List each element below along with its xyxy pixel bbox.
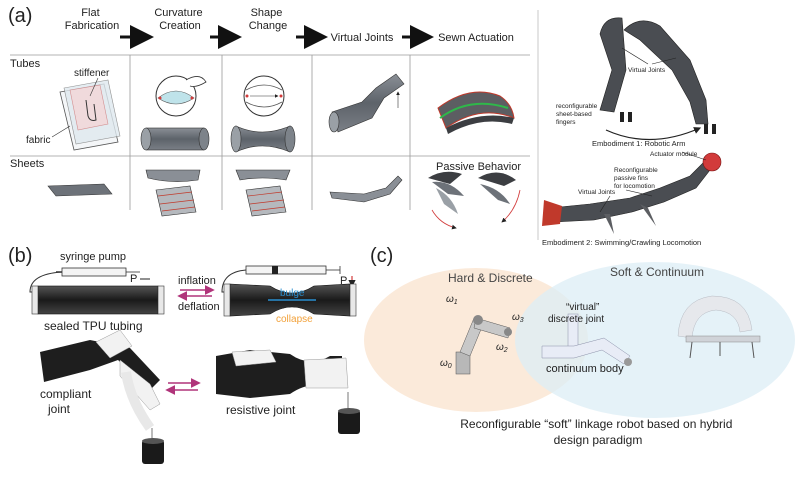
syringe-left (29, 267, 140, 293)
actuator-module-label: Actuator module (650, 151, 698, 158)
deflation-label: deflation (178, 301, 220, 313)
sealed-tube-left (31, 285, 165, 315)
passive-behavior-label: Passive Behavior (436, 161, 521, 173)
stiffener-label: stiffener (74, 68, 110, 79)
sheets-virtual-joints-illustration (329, 175, 403, 203)
virtual-line1: “virtual” (566, 302, 599, 313)
sealed-tubing-label: sealed TPU tubing (44, 319, 143, 333)
step-flat-line2: Fabrication (65, 20, 119, 32)
sheets-shape-change-illustration (235, 169, 291, 217)
resistive-joint-label: resistive joint (226, 403, 296, 417)
step-curv-line1: Curvature (154, 7, 202, 19)
shape-change-illustration (230, 75, 296, 153)
panel-b-label: (b) (8, 245, 32, 267)
continuum-body-label: continuum body (546, 363, 624, 375)
embodiment-1-title: Embodiment 1: Robotic Arm (592, 139, 685, 148)
compliant-joint-illustration (40, 329, 164, 464)
arm-fingers-label: reconfigurable sheet-based fingers (556, 103, 599, 126)
fins-line3: for locomotion (614, 183, 655, 190)
curvature-creation-illustration (140, 75, 210, 151)
hard-discrete-label: Hard & Discrete (448, 271, 533, 285)
omega-0-char: ω (440, 358, 448, 369)
step-flat-fabrication: Flat Fabrication (65, 7, 119, 32)
passive-fins-label: Reconfigurable passive fins for locomoti… (614, 167, 660, 190)
step-shape-line1: Shape (251, 7, 283, 19)
virtual-joint-tube-model (541, 313, 632, 366)
caption-line2: design paradigm (554, 433, 643, 447)
row-label-sheets: Sheets (10, 158, 45, 170)
omega-2-char: ω (496, 342, 504, 353)
fingers-line2: sheet-based (556, 111, 592, 118)
fingers-line1: reconfigurable (556, 103, 598, 110)
loco-virtual-joints-label: Virtual Joints (578, 189, 616, 196)
fins-line1: Reconfigurable (614, 167, 658, 174)
soft-robot-model (677, 295, 761, 359)
compliant-line2: joint (47, 402, 71, 416)
bulge-label: bulge (280, 288, 305, 299)
omega-0: ω0 (440, 358, 452, 370)
step-headers: Flat Fabrication Curvature Creation Shap… (65, 7, 514, 44)
pressure-left-label: P (130, 273, 137, 285)
step-virtual-joints: Virtual Joints (331, 32, 394, 44)
pressure-right-label: P (340, 275, 347, 287)
locomotion-robot-illustration (542, 151, 722, 234)
omega-1-sub: 1 (454, 299, 458, 306)
omega-3-char: ω (512, 312, 520, 323)
soft-continuum-label: Soft & Continuum (610, 265, 704, 279)
panel-c-caption: Reconfigurable “soft” linkage robot base… (460, 417, 736, 447)
omega-2-sub: 2 (503, 347, 508, 354)
omega-1-char: ω (446, 294, 454, 305)
compliant-line1: compliant (40, 387, 92, 401)
virtual-joints-tube-illustration (328, 73, 405, 133)
caption-line1: Reconfigurable “soft” linkage robot base… (460, 417, 732, 431)
omega-0-sub: 0 (448, 363, 452, 370)
table-grid (10, 54, 530, 210)
omega-3-sub: 3 (520, 317, 524, 324)
omega-3: ω3 (512, 312, 524, 324)
virtual-line2: discrete joint (548, 314, 604, 325)
sheets-flat-illustration (47, 183, 113, 197)
omega-1: ω1 (446, 294, 458, 306)
collapse-label: collapse (276, 314, 313, 325)
sewn-actuation-illustration (437, 91, 515, 134)
sheets-passive-behavior-illustration (428, 171, 521, 230)
omega-2: ω2 (496, 342, 508, 354)
panel-a-label: (a) (8, 5, 32, 27)
embodiment-2-title: Embodiment 2: Swimming/Crawling Locomoti… (542, 238, 701, 247)
resistive-joint-illustration (216, 349, 360, 434)
sheets-curvature-illustration (145, 169, 201, 217)
virtual-joint-label: “virtual” discrete joint (548, 302, 604, 325)
fabric-label: fabric (26, 135, 50, 146)
rigid-robot-arm (455, 315, 512, 375)
step-sewn-actuation: Sewn Actuation (438, 32, 514, 44)
flat-fabrication-illustration (51, 77, 121, 151)
fingers-line3: fingers (556, 119, 576, 126)
pinched-tube (223, 283, 357, 317)
step-curv-line2: Creation (159, 20, 201, 32)
row-label-tubes: Tubes (10, 58, 41, 70)
syringe-right (221, 265, 341, 293)
step-curvature-creation: Curvature Creation (154, 7, 205, 32)
panel-c-label: (c) (370, 245, 393, 267)
inflation-label: inflation (178, 275, 216, 287)
step-shape-change: Shape Change (249, 7, 288, 32)
arm-virtual-joints-label: Virtual Joints (628, 67, 666, 74)
robotic-arm-illustration (599, 17, 716, 141)
fins-line2: passive fins (614, 175, 649, 182)
compliant-joint-label: compliant joint (40, 387, 95, 416)
syringe-pump-label: syringe pump (60, 251, 126, 263)
step-shape-line2: Change (249, 20, 288, 32)
step-flat-line1: Flat (81, 7, 99, 19)
